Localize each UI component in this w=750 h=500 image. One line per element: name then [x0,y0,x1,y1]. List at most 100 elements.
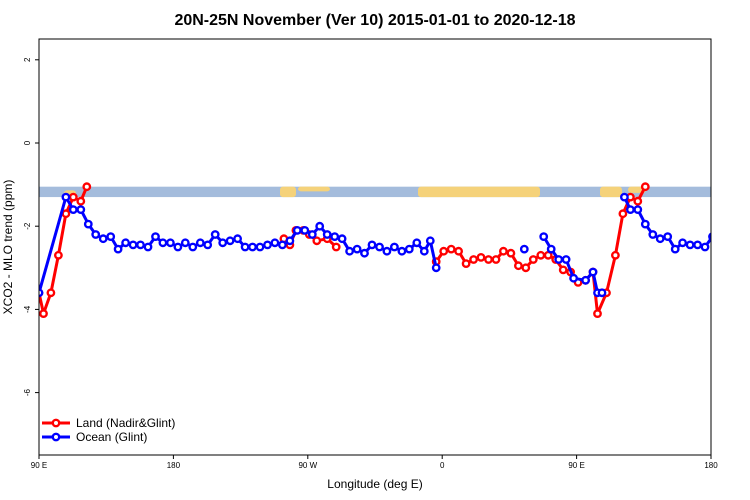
data-point [685,240,695,250]
data-point [461,259,471,268]
data-point [588,267,598,277]
data-point [678,238,687,248]
data-point [210,230,220,239]
data-point [218,238,228,248]
data-point [498,246,508,256]
y-tick-label: -4 [23,305,32,313]
data-point [68,205,78,215]
data-point [158,238,168,248]
data-point [528,255,538,264]
data-point [446,244,456,254]
data-point [640,219,650,229]
data-point [581,275,590,285]
data-point [307,230,317,239]
series-ocean [39,192,730,298]
data-point [484,255,493,264]
data-point [724,240,730,246]
data-point [270,238,280,248]
data-point [546,244,556,254]
data-point [670,244,680,254]
data-point [640,182,650,192]
data-point [54,250,63,260]
data-point [315,221,325,231]
data-point [203,240,213,250]
land-shape [418,186,540,198]
data-point [330,232,340,242]
data-point [39,288,44,298]
data-point [292,225,302,235]
data-point [717,240,723,246]
data-point [312,236,322,246]
data-point [98,234,108,244]
data-point [491,255,501,264]
data-point [345,246,354,256]
series-line [434,186,647,316]
data-point [593,309,602,318]
y-tick-label: -6 [23,388,32,396]
data-point [360,248,369,258]
data-point [76,196,86,206]
data-point [39,309,48,318]
data-point [536,250,546,260]
map-band [39,186,711,198]
data-point [165,238,175,248]
data-point [476,252,486,262]
data-point [633,205,643,215]
legend-item: Land (Nadir&Glint) [42,416,175,430]
data-point [285,236,295,246]
data-point [255,242,265,252]
data-point [128,240,138,250]
y-axis-label: XCO2 - MLO trend (ppm) [1,180,15,315]
data-point [61,192,71,202]
data-point [620,192,629,202]
x-axis-label: Longitude (deg E) [327,477,422,491]
data-point [263,240,272,250]
legend: Land (Nadir&Glint)Ocean (Glint) [42,416,175,444]
y-tick-label: -2 [23,222,32,230]
y-tick-label: 2 [23,57,32,62]
data-point [561,255,571,264]
data-point [337,234,347,244]
map-band-ocean [39,186,711,198]
data-point [382,246,392,256]
legend-label: Land (Nadir&Glint) [76,416,175,430]
data-point [180,238,190,248]
y-axis: 2 0 -2 -4 -6 [23,57,39,396]
data-point [173,242,183,252]
x-tick-label: 180 [167,461,181,470]
data-point [375,242,384,252]
data-point [121,238,131,248]
data-point [648,230,658,239]
data-point [693,240,702,250]
x-tick-label: 180 [704,461,718,470]
data-point [618,209,628,219]
data-point [233,234,243,244]
data-point [46,288,56,298]
data-point [633,196,643,206]
data-point [389,242,399,252]
data-point [352,244,362,254]
data-point [404,244,414,254]
x-axis: 90 E 180 90 W 0 90 E 180 [31,455,718,470]
data-point [136,240,145,250]
series-line [623,196,711,251]
x-tick-label: 90 E [31,461,47,470]
data-point [397,246,407,256]
x-tick-label: 90 E [568,461,584,470]
data-point [83,219,93,229]
land-shape [280,186,296,198]
legend-marker [51,432,61,442]
data-point [439,246,449,256]
data-point [431,263,441,273]
data-point [240,242,250,252]
data-point [82,182,92,192]
data-point [225,236,235,246]
data-point [331,242,341,252]
land-shape [600,186,622,198]
x-tick-label: 0 [440,461,445,470]
data-point [425,236,435,246]
y-tick-label: 0 [23,140,32,145]
data-point [106,232,116,242]
data-point [655,234,665,244]
